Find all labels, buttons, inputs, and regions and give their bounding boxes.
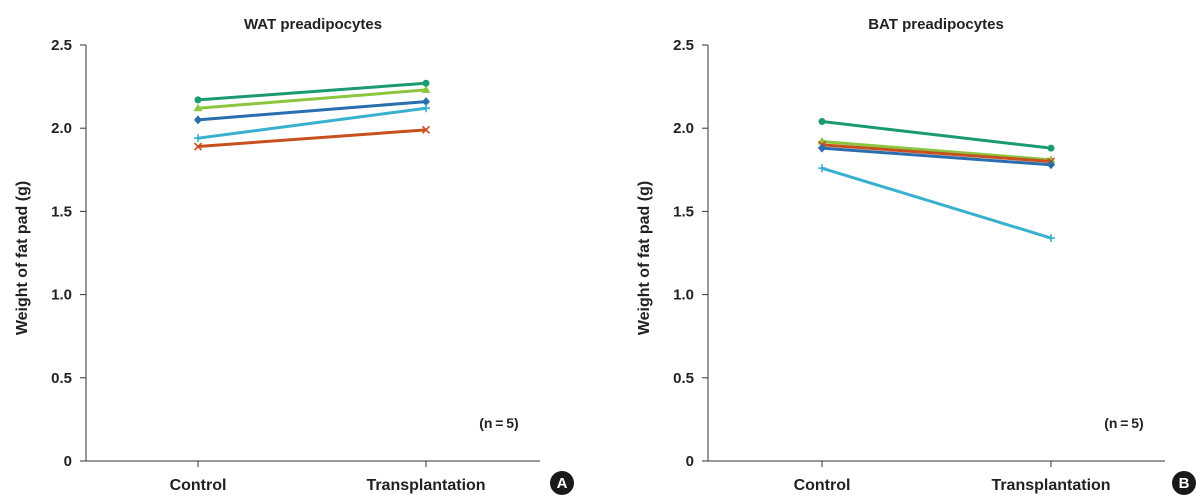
- data-point-diamond: [422, 97, 430, 107]
- y-tick-label: 1.0: [673, 287, 694, 304]
- x-tick-label: Control: [794, 477, 851, 494]
- data-point-x: [193, 142, 203, 151]
- data-point-plus: [818, 164, 826, 173]
- chart-panel-b: BAT preadipocytes 0 0.5 1.0 1.5 2.0 2.5 Weight …: [636, 16, 1196, 495]
- panel-badge-label: A: [557, 475, 568, 492]
- chart-title: WAT preadipocytes: [244, 16, 382, 33]
- sample-size-note: (n = 5): [1104, 415, 1143, 431]
- x-tick-label: Transplantation: [991, 477, 1110, 494]
- data-point-circle: [194, 96, 202, 104]
- series-5: [193, 125, 431, 151]
- data-point-diamond: [194, 115, 202, 125]
- series-2: [193, 85, 431, 112]
- series-line: [196, 88, 428, 110]
- series-line: [820, 120, 1053, 150]
- y-tick-label: 1.5: [673, 203, 694, 220]
- chart-panel-a: WAT preadipocytes 0 0.5 1.0 1.5 2.0 2.5 Weight …: [14, 16, 574, 495]
- series-line: [820, 146, 1053, 167]
- y-tick-label: 1.0: [51, 287, 72, 304]
- data-point-diamond: [1047, 160, 1055, 170]
- data-point-diamond: [818, 143, 826, 153]
- series-line: [820, 140, 1053, 162]
- series-line: [196, 100, 428, 122]
- y-tick-label: 0: [686, 453, 694, 470]
- y-tick-label: 1.5: [51, 203, 72, 220]
- panel-badge: [1172, 471, 1196, 495]
- sample-size-note: (n = 5): [479, 415, 518, 431]
- data-point-circle: [818, 118, 826, 126]
- y-tick-label: 2.5: [673, 37, 694, 54]
- panel-badge-label: B: [1179, 475, 1190, 492]
- series-line: [820, 166, 1053, 240]
- series-line: [196, 81, 428, 102]
- series-line: [196, 106, 428, 140]
- chart-title: BAT preadipocytes: [868, 16, 1004, 33]
- data-point-x: [421, 125, 431, 134]
- data-point-triangle: [421, 85, 431, 93]
- series-5: [818, 164, 1055, 243]
- y-tick-label: 0.5: [51, 370, 72, 387]
- series-1: [194, 79, 430, 104]
- y-tick-label: 2.5: [51, 37, 72, 54]
- y-tick-label: 0.5: [673, 370, 694, 387]
- series-4: [818, 143, 1055, 170]
- data-point-circle: [1047, 144, 1055, 152]
- series-line: [820, 143, 1053, 163]
- y-axis-label: Weight of fat pad (g): [636, 181, 653, 335]
- data-point-plus: [1047, 234, 1055, 243]
- x-tick-label: Transplantation: [366, 477, 485, 494]
- y-axis-label: Weight of fat pad (g): [14, 181, 31, 335]
- data-point-plus: [194, 134, 202, 143]
- panel-badge: [550, 471, 574, 495]
- y-tick-label: 2.0: [673, 120, 694, 137]
- data-point-plus: [422, 104, 430, 113]
- series-1: [818, 118, 1055, 152]
- series-3: [194, 97, 430, 125]
- data-point-triangle: [193, 103, 203, 112]
- y-tick-label: 2.0: [51, 120, 72, 137]
- series-line: [196, 128, 428, 149]
- series-4: [194, 104, 430, 143]
- x-tick-label: Control: [170, 477, 227, 494]
- data-point-circle: [422, 79, 430, 87]
- y-tick-label: 0: [64, 453, 72, 470]
